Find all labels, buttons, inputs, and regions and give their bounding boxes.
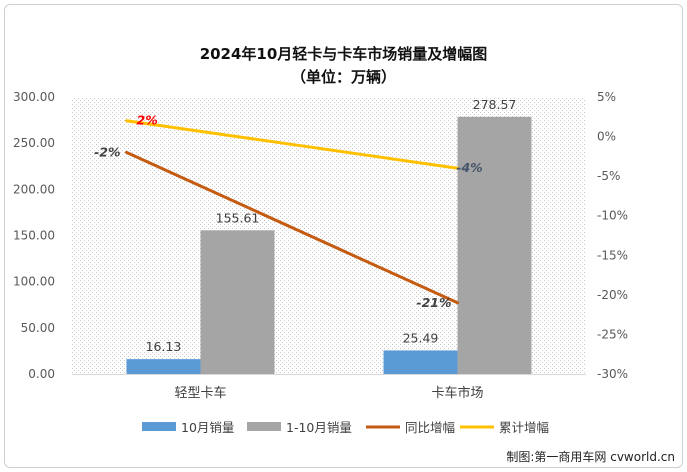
chart-title: 2024年10月轻卡与卡车市场销量及增幅图 [199, 45, 488, 63]
legend-swatch [247, 422, 281, 431]
y-axis-tick-label: 150.00 [13, 229, 55, 243]
bar-data-label: 155.61 [216, 210, 260, 225]
x-axis-category-label: 卡车市场 [431, 385, 483, 401]
y-axis-tick-label: 200.00 [13, 182, 55, 196]
y2-axis-tick-label: -5% [597, 169, 620, 183]
legend-label: 10月销量 [181, 420, 234, 435]
bar-data-label: 16.13 [146, 339, 182, 354]
y-axis-tick-label: 50.00 [21, 321, 55, 335]
legend-label: 1-10月销量 [286, 420, 352, 435]
series-line [125, 150, 459, 305]
y2-axis-tick-label: -25% [597, 327, 628, 341]
y-axis-tick-label: 300.00 [13, 90, 55, 104]
bar-data-label: 25.49 [403, 330, 439, 345]
legend-label: 累计增幅 [499, 420, 549, 435]
line-data-label: 2% [137, 113, 158, 128]
legend-label: 同比增幅 [405, 420, 455, 435]
y2-axis-tick-label: -30% [597, 367, 628, 381]
bar-data-label: 278.57 [473, 97, 517, 112]
y2-axis-tick-label: -10% [597, 209, 628, 223]
x-axis-category-label: 轻型卡车 [174, 385, 226, 401]
chart-subtitle: （单位：万辆） [290, 68, 396, 86]
legend-swatch [142, 422, 176, 431]
y-axis-tick-label: 100.00 [13, 275, 55, 289]
line-data-label: -2% [94, 144, 120, 159]
y2-axis-tick-label: -15% [597, 248, 628, 262]
line-data-label: -4% [456, 160, 482, 175]
bar [383, 350, 458, 374]
y2-axis-tick-label: -20% [597, 288, 628, 302]
y2-axis-tick-label: 0% [597, 130, 616, 144]
bar [200, 230, 275, 374]
credit-text: 制图:第一商用车网 cvworld.cn [506, 450, 675, 464]
bar [457, 116, 532, 374]
series-line [125, 119, 459, 170]
y-axis-tick-label: 250.00 [13, 136, 55, 150]
y-axis-tick-label: 0.00 [28, 367, 55, 381]
bar [126, 359, 201, 374]
line-data-label: -21% [416, 295, 451, 310]
y2-axis-tick-label: 5% [597, 90, 616, 104]
